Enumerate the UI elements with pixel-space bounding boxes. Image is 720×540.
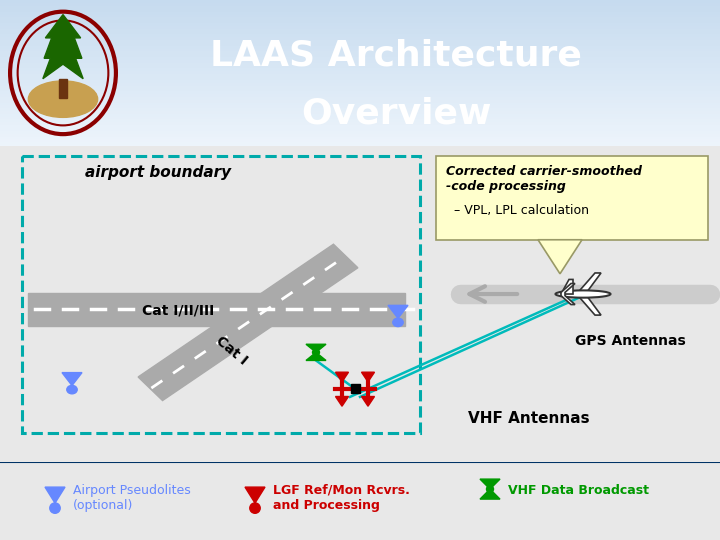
Polygon shape [361,396,374,406]
Text: Airport Pseudolites
(optional): Airport Pseudolites (optional) [73,484,191,511]
Bar [28,293,405,326]
Text: GPS Antennas: GPS Antennas [575,334,685,348]
Circle shape [50,503,60,514]
Text: Cat I/II/III: Cat I/II/III [142,303,214,317]
Ellipse shape [28,81,98,117]
Text: LAAS Architecture: LAAS Architecture [210,38,582,72]
Text: Corrected carrier-smoothed
-code processing: Corrected carrier-smoothed -code process… [446,165,642,193]
FancyBboxPatch shape [436,156,708,240]
Polygon shape [62,373,82,386]
Polygon shape [306,345,326,352]
Text: VHF Antennas: VHF Antennas [468,411,590,427]
Circle shape [250,503,260,514]
Polygon shape [59,79,67,98]
Circle shape [67,386,77,394]
Text: – VPL, LPL calculation: – VPL, LPL calculation [454,204,589,217]
Text: LGF Ref/Mon Rcvrs.
and Processing: LGF Ref/Mon Rcvrs. and Processing [273,484,410,511]
Polygon shape [578,273,601,315]
Text: Overview: Overview [301,97,491,131]
Polygon shape [361,372,374,382]
Polygon shape [388,306,408,319]
Polygon shape [306,352,326,361]
Polygon shape [561,284,575,305]
Bar [22,156,420,433]
Polygon shape [138,244,358,401]
Polygon shape [336,372,348,382]
Polygon shape [480,479,500,489]
Circle shape [393,318,403,327]
Polygon shape [245,487,265,503]
Polygon shape [561,280,573,294]
Polygon shape [45,487,65,503]
Text: Cat I: Cat I [214,334,251,368]
Circle shape [487,485,493,492]
Text: VHF Data Broadcast: VHF Data Broadcast [508,484,649,497]
Polygon shape [43,15,84,79]
Text: airport boundary: airport boundary [85,165,231,180]
Polygon shape [480,489,500,499]
Polygon shape [336,396,348,406]
Circle shape [312,349,320,355]
Ellipse shape [556,291,611,298]
Bar [351,384,359,393]
Polygon shape [538,240,582,274]
